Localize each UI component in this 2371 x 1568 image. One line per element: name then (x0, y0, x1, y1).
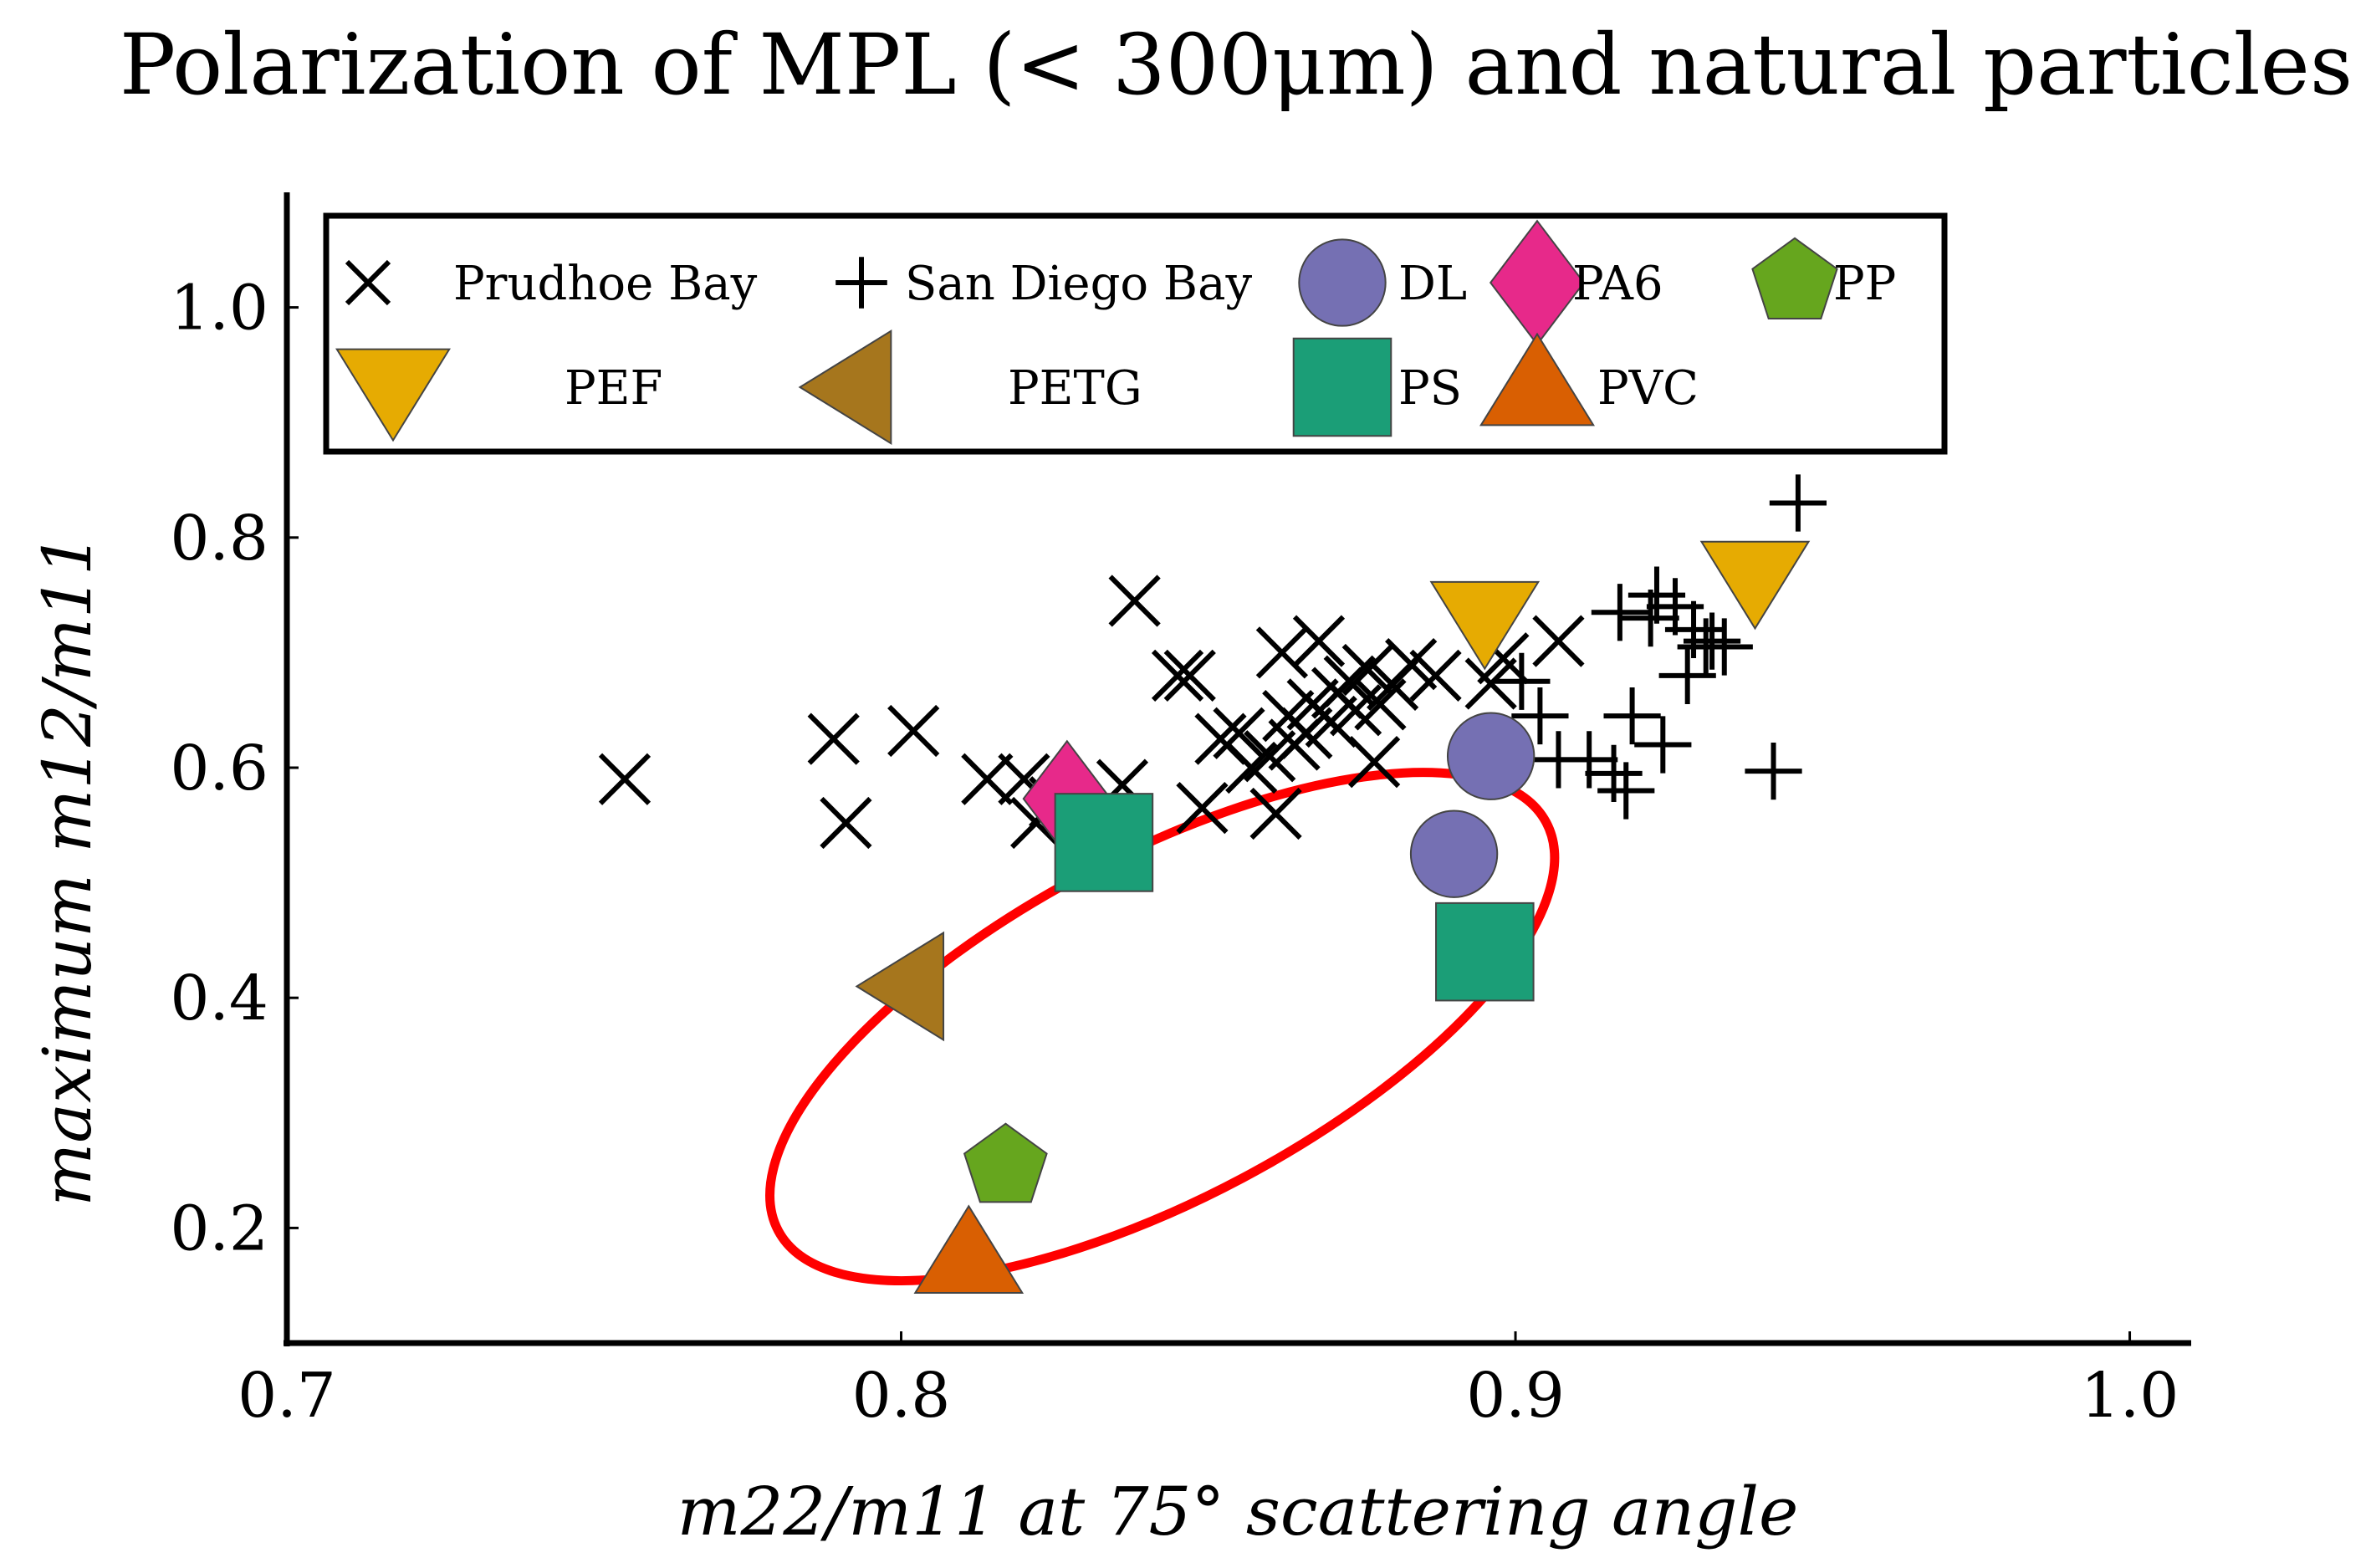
point-prudhoe-bay (1464, 657, 1517, 710)
series-san-diego-bay (1493, 474, 1827, 820)
series-dl (1409, 712, 1536, 898)
point-prudhoe-bay (1108, 575, 1161, 627)
legend-marker-prudhoe-bay (345, 259, 391, 306)
point-prudhoe-bay (1249, 787, 1302, 840)
axes: 0.7 0.8 0.9 1.0 0.2 0.4 0.6 0.8 1.0 (170, 192, 2191, 1432)
legend-marker-pef (335, 348, 451, 442)
point-prudhoe-bay (598, 753, 652, 805)
y-axis-label: maximum m12/m11 (28, 533, 106, 1206)
point-pp (963, 1122, 1048, 1203)
point-prudhoe-bay (820, 796, 872, 850)
x-tick-label: 1.0 (2081, 1360, 2179, 1432)
point-prudhoe-bay (1292, 615, 1346, 667)
y-tick-label: 0.2 (170, 1193, 268, 1264)
legend-label-prudhoe-bay: Prudhoe Bay (453, 257, 758, 311)
x-tick-label: 0.7 (238, 1360, 336, 1432)
point-prudhoe-bay (887, 704, 940, 758)
point-prudhoe-bay (1176, 782, 1229, 835)
series-pp (963, 1122, 1048, 1203)
point-petg (855, 931, 945, 1042)
legend-label-petg: PETG (1008, 361, 1142, 416)
point-prudhoe-bay (1532, 615, 1585, 667)
point-san-diego-bay (1634, 716, 1692, 774)
point-san-diego-bay (1695, 618, 1753, 676)
legend-marker-dl (1298, 238, 1387, 327)
y-tick-label: 0.8 (170, 503, 268, 575)
point-prudhoe-bay (961, 753, 1014, 805)
point-san-diego-bay (1658, 646, 1716, 705)
x-axis-label: m22/m11 at 75° scattering angle (677, 1473, 1799, 1550)
legend-marker-ps (1292, 337, 1392, 437)
point-pef (1429, 580, 1541, 671)
point-pvc (913, 1204, 1025, 1294)
y-tick-label: 1.0 (170, 273, 268, 345)
series-pef (1429, 540, 1811, 671)
point-prudhoe-bay (1225, 741, 1278, 794)
legend: Prudhoe Bay San Diego Bay DL PA6 PP PEF PETG PS… (323, 212, 1948, 455)
point-san-diego-bay (1511, 687, 1569, 745)
y-tick-label: 0.4 (170, 963, 268, 1034)
legend-label-pa6: PA6 (1572, 257, 1663, 311)
point-san-diego-bay (1683, 612, 1741, 670)
point-dl (1446, 712, 1536, 800)
point-prudhoe-bay (807, 712, 860, 765)
point-san-diego-bay (1622, 590, 1679, 647)
legend-marker-petg (798, 329, 892, 445)
point-san-diego-bay (1585, 744, 1643, 802)
series-prudhoe-bay (598, 575, 1585, 850)
series-petg (855, 931, 945, 1042)
point-ps (1054, 793, 1154, 892)
point-prudhoe-bay (1213, 707, 1265, 759)
point-san-diego-bay (1769, 474, 1827, 532)
point-san-diego-bay (1493, 652, 1551, 710)
legend-marker-pp (1751, 237, 1838, 319)
point-san-diego-bay (1561, 731, 1618, 789)
point-prudhoe-bay (1244, 730, 1296, 783)
point-prudhoe-bay (1409, 649, 1462, 702)
point-prudhoe-bay (1347, 735, 1401, 789)
point-san-diego-bay (1591, 584, 1648, 641)
chart-title: Polarization of MPL (< 300μm) and natura… (120, 16, 2353, 114)
legend-marker-san-diego-bay (835, 257, 887, 309)
point-san-diego-bay (1597, 762, 1655, 820)
legend-label-san-diego-bay: San Diego Bay (905, 257, 1252, 311)
series-pvc (913, 1204, 1025, 1294)
x-tick-label: 0.9 (1466, 1360, 1565, 1432)
point-san-diego-bay (1603, 687, 1661, 745)
series-ps (1054, 793, 1535, 1002)
legend-label-dl: DL (1398, 257, 1467, 311)
point-san-diego-bay (1745, 743, 1802, 800)
legend-label-ps: PS (1398, 361, 1462, 416)
point-dl (1409, 810, 1499, 898)
y-tick-label: 0.6 (170, 733, 268, 804)
legend-label-pef: PEF (565, 361, 662, 416)
point-pef (1699, 540, 1811, 631)
legend-label-pvc: PVC (1597, 361, 1699, 416)
legend-box (323, 212, 1948, 455)
point-prudhoe-bay (1255, 626, 1309, 679)
x-tick-label: 0.8 (852, 1360, 951, 1432)
point-prudhoe-bay (1151, 649, 1204, 702)
point-ps (1435, 901, 1535, 1002)
point-prudhoe-bay (1385, 638, 1438, 691)
point-prudhoe-bay (1163, 649, 1216, 702)
data-points (598, 474, 1827, 1294)
point-prudhoe-bay (1341, 643, 1394, 697)
legend-marker-pvc (1479, 332, 1595, 426)
legend-label-pp: PP (1833, 257, 1896, 311)
